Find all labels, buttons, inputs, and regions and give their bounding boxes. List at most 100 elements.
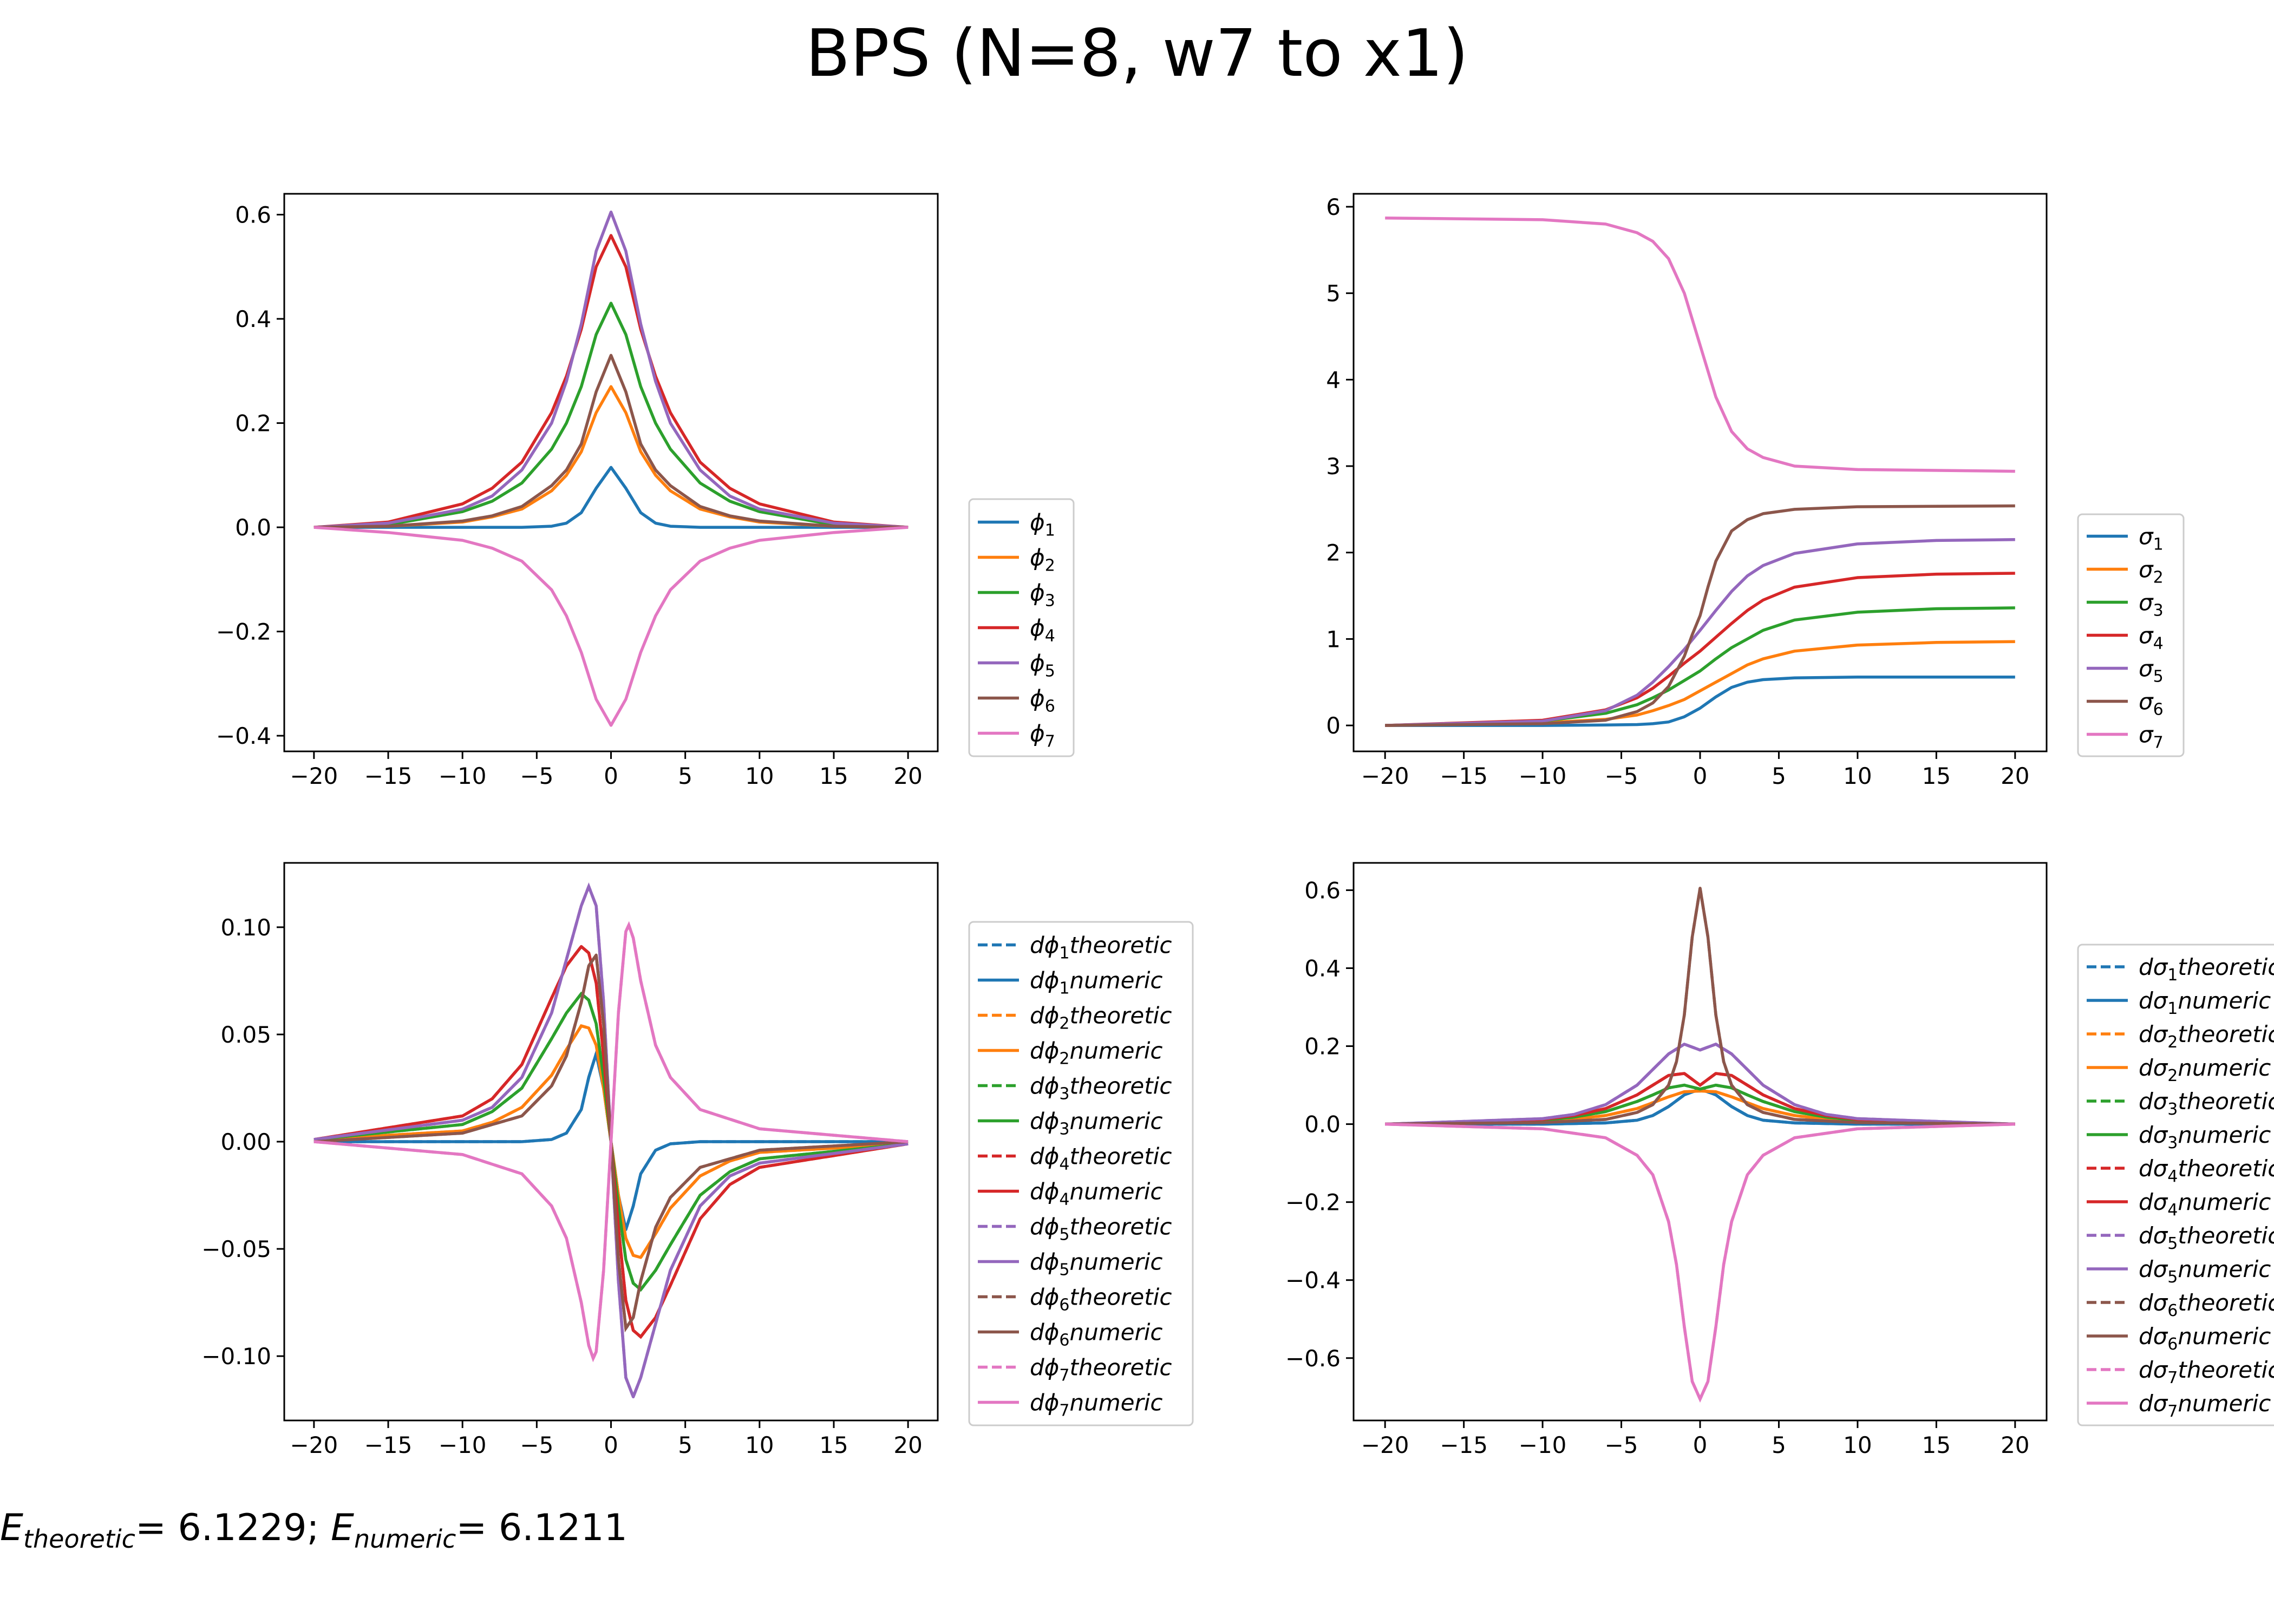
y-tick-label: 5: [1326, 280, 1341, 307]
y-tick-label: 0.6: [1304, 877, 1341, 903]
legend: dϕ1theoretic dϕ1numeric dϕ2theoretic dϕ2num…: [968, 921, 1194, 1426]
legend-label: dϕ3theoretic: [1030, 1073, 1172, 1104]
y-tick-label: −0.2: [1285, 1189, 1341, 1216]
series-line-7: [1385, 216, 2015, 473]
x-tick-label: −15: [1440, 1432, 1488, 1458]
y-tick-label: 0.05: [220, 1021, 271, 1048]
x-tick-label: −10: [439, 763, 487, 789]
series-line-6: [313, 353, 909, 529]
legend-label: dσ5theoretic: [2139, 1222, 2274, 1253]
legend-label: σ7: [2139, 722, 2164, 752]
x-tick-label: 20: [893, 763, 922, 789]
series-line-5: [1385, 538, 2015, 727]
legend-label: dσ3numeric: [2139, 1122, 2271, 1152]
chart-dphi: −20 −15 −10 −5 0 5 10 15 20 −0.10 −0.05 0.00 0.05 0.1…: [201, 862, 1194, 1458]
x-tick-label: −10: [1519, 1432, 1567, 1458]
legend-box: [968, 921, 1194, 1426]
x-tick-label: −20: [1361, 1432, 1409, 1458]
y-tick-label: 1: [1326, 626, 1341, 652]
chart-dsigma: −20 −15 −10 −5 0 5 10 15 20 −0.6 −0.4 −0.2 0.0 0.2 0.4…: [1285, 862, 2274, 1458]
series-line-7: [1385, 1122, 2015, 1401]
series-line-theoretic-7: [1385, 1122, 2015, 1403]
x-tick-label: −5: [520, 1432, 553, 1458]
axes-frame: [1352, 193, 2048, 752]
legend-label: ϕ4: [1030, 615, 1055, 646]
x-tick-label: −20: [290, 1432, 338, 1458]
legend-label: ϕ2: [1030, 545, 1055, 575]
legend-label: dσ2numeric: [2139, 1055, 2271, 1085]
legend: dσ1theoreticdσ1numericdσ2theoreticdσ2num…: [2077, 944, 2274, 1426]
legend-label: dσ3theoretic: [2139, 1088, 2274, 1119]
legend-box: [2077, 944, 2274, 1426]
series-line-4: [313, 234, 909, 529]
series-line-7: [313, 526, 909, 727]
series-line-3: [313, 302, 909, 529]
x-tick-label: −20: [290, 763, 338, 789]
legend-label: σ5: [2139, 656, 2164, 686]
legend-label: dϕ7numeric: [1030, 1390, 1163, 1420]
x-tick-label: 15: [819, 763, 848, 789]
legend-label: dϕ6theoretic: [1030, 1284, 1172, 1315]
series-line-1: [1385, 1088, 2015, 1126]
series-line-6: [1385, 887, 2015, 1126]
x-tick-label: 15: [819, 1432, 848, 1458]
axes-frame: [1352, 862, 2048, 1422]
x-tick-label: 5: [1772, 1432, 1786, 1458]
x-tick-label: 0: [604, 763, 618, 789]
y-tick-label: 4: [1326, 366, 1341, 393]
y-tick-label: 0.4: [1304, 955, 1341, 981]
e-numeric-value: = 6.1211: [456, 1507, 628, 1549]
legend: ϕ1 ϕ2 ϕ3 ϕ4 ϕ5 ϕ6 ϕ7: [968, 498, 1075, 757]
e-theoretic-value: = 6.1229;: [135, 1507, 319, 1549]
x-tick-label: 10: [745, 763, 774, 789]
series-line-4: [1385, 1072, 2015, 1126]
legend-label: dϕ2numeric: [1030, 1038, 1163, 1069]
x-tick-label: 20: [893, 1432, 922, 1458]
legend-label: dϕ7theoretic: [1030, 1354, 1172, 1385]
x-tick-label: 0: [1693, 1432, 1708, 1458]
y-tick-label: −0.4: [216, 723, 271, 749]
y-tick-label: 0.2: [235, 410, 271, 437]
legend-label: dϕ4numeric: [1030, 1178, 1163, 1209]
y-tick-label: 0: [1326, 712, 1341, 739]
series-line-5: [1385, 1043, 2015, 1126]
legend-label: dσ1theoretic: [2139, 954, 2274, 985]
series-line-3: [1385, 606, 2015, 727]
legend-label: ϕ3: [1030, 580, 1055, 611]
series-line-2: [313, 385, 909, 529]
legend-label: dϕ1numeric: [1030, 967, 1163, 998]
x-tick-label: 15: [1922, 763, 1951, 789]
legend-label: σ1: [2139, 523, 2164, 554]
x-tick-label: 20: [2001, 763, 2029, 789]
x-tick-label: 10: [1843, 763, 1872, 789]
y-tick-label: −0.10: [201, 1343, 271, 1370]
legend-label: dϕ4theoretic: [1030, 1143, 1172, 1174]
series-line-theoretic-4: [1385, 1072, 2015, 1126]
series-line-1: [313, 466, 909, 529]
y-tick-label: 6: [1326, 194, 1341, 220]
x-tick-label: 0: [604, 1432, 618, 1458]
y-tick-label: 0.0: [235, 514, 271, 541]
energy-annotation: Etheoretic= 6.1229; Enumeric= 6.1211: [0, 1507, 628, 1554]
x-tick-label: −15: [364, 763, 413, 789]
x-tick-label: 15: [1922, 1432, 1951, 1458]
legend-label: dϕ6numeric: [1030, 1319, 1163, 1350]
y-tick-label: −0.05: [201, 1236, 271, 1262]
legend-label: dϕ3numeric: [1030, 1108, 1163, 1139]
legend-label: dϕ1theoretic: [1030, 932, 1172, 963]
e-numeric-symbol: E: [331, 1507, 354, 1549]
series-line-5: [313, 210, 909, 529]
series-line-theoretic-2: [1385, 1089, 2015, 1126]
legend-label: dσ5numeric: [2139, 1256, 2271, 1287]
y-tick-label: −0.2: [216, 619, 271, 645]
legend-label: dσ6theoretic: [2139, 1289, 2274, 1320]
legend-label: dσ2theoretic: [2139, 1021, 2274, 1052]
legend-label: dσ7numeric: [2139, 1390, 2271, 1421]
legend-label: dϕ5theoretic: [1030, 1214, 1172, 1245]
chart-phi: −20 −15 −10 −5 0 5 10 15 20 −0.4 −0.2 0.0 0.2 0.4 0.6 ϕ…: [216, 193, 1075, 789]
y-tick-label: −0.6: [1285, 1345, 1341, 1372]
series-line-3: [1385, 1083, 2015, 1126]
legend-label: ϕ7: [1030, 721, 1055, 751]
y-tick-label: 0.2: [1304, 1033, 1341, 1060]
